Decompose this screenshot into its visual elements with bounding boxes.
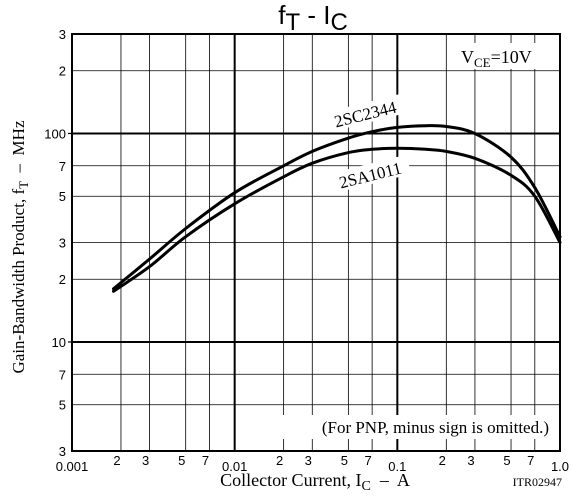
grid-minor xyxy=(72,34,560,451)
y-tick-label: 10 xyxy=(52,335,66,350)
note-text: (For PNP, minus sign is omitted.) xyxy=(322,418,549,437)
curves xyxy=(114,126,561,292)
y-tick-label: 7 xyxy=(59,159,66,174)
series-label-2sc2344: 2SC2344 xyxy=(332,97,398,131)
y-tick-label: 5 xyxy=(59,398,66,413)
x-tick-label: 7 xyxy=(202,453,209,468)
x-tick-label: 7 xyxy=(365,453,372,468)
x-tick-label: 3 xyxy=(467,453,474,468)
x-tick-label: 3 xyxy=(305,453,312,468)
y-axis-label: Gain-Bandwidth Product, fT – MHz xyxy=(9,120,31,373)
x-tick-label: 5 xyxy=(178,453,185,468)
x-tick-label: 3 xyxy=(142,453,149,468)
y-tick-label: 7 xyxy=(59,367,66,382)
x-tick-label: 5 xyxy=(503,453,510,468)
x-tick-label: 0.001 xyxy=(56,459,89,474)
series-line-2sc2344 xyxy=(114,126,561,289)
x-tick-label: 7 xyxy=(527,453,534,468)
x-tick-label: 1.0 xyxy=(551,459,569,474)
figure-code: ITR02947 xyxy=(513,475,562,489)
tick-labels: 2 3 5 7 2 3 5 7 2 3 5 70.001 0.01 0.1 1.03571023571002… xyxy=(44,27,569,474)
condition-label: VCE=10V xyxy=(461,47,532,70)
x-tick-label: 5 xyxy=(341,453,348,468)
x-tick-label: 2 xyxy=(113,453,120,468)
series-line-2sa1011 xyxy=(114,148,561,291)
y-tick-label: 3 xyxy=(59,444,66,459)
y-tick-label: 3 xyxy=(59,27,66,42)
y-tick-label: 2 xyxy=(59,272,66,287)
y-tick-label: 2 xyxy=(59,64,66,79)
x-tick-label: 2 xyxy=(439,453,446,468)
y-tick-label: 100 xyxy=(44,126,66,141)
x-tick-label: 2 xyxy=(276,453,283,468)
chart-title: fT - IC xyxy=(278,0,348,36)
y-tick-label: 3 xyxy=(59,236,66,251)
y-tick-label: 5 xyxy=(59,189,66,204)
x-axis-label: Collector Current, IC – A xyxy=(220,470,410,494)
